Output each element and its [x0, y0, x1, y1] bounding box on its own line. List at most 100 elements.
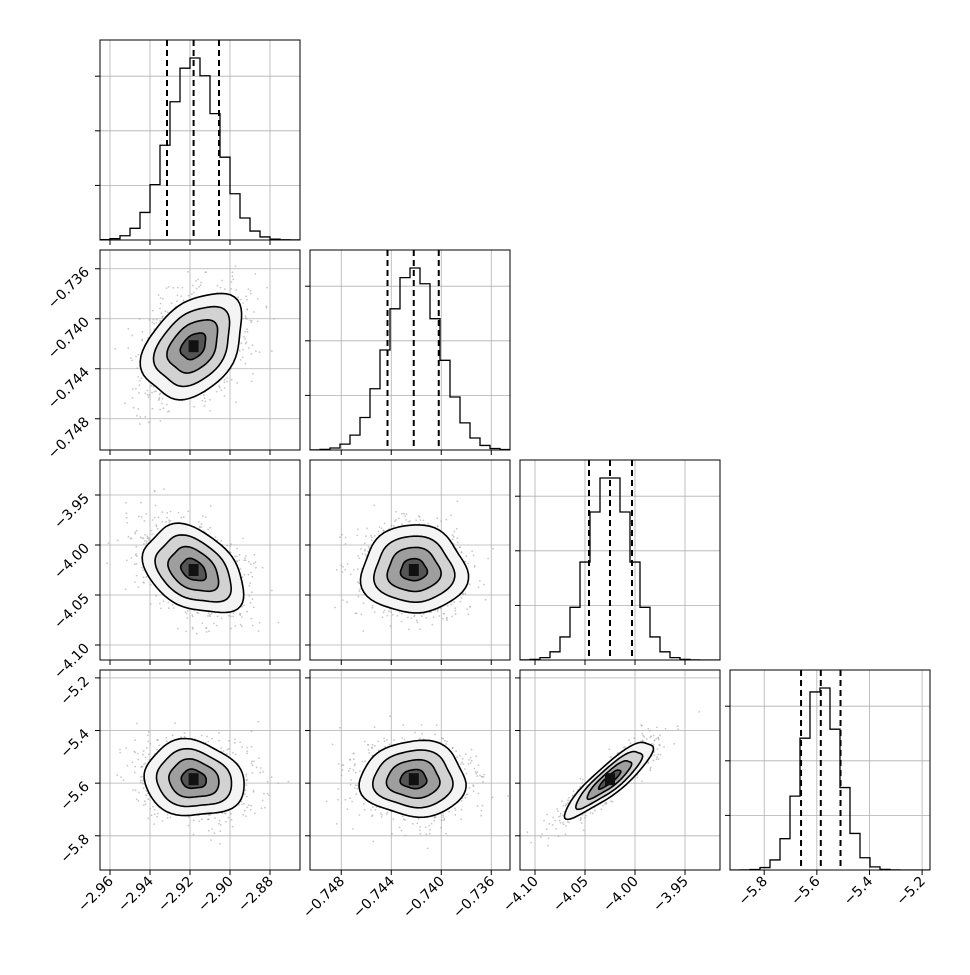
contour-line: [358, 739, 467, 819]
sample-point: [393, 525, 395, 527]
sample-point: [204, 516, 207, 518]
sample-point: [439, 607, 442, 610]
sample-point: [640, 724, 643, 727]
sample-point: [159, 297, 162, 299]
sample-point: [270, 776, 273, 778]
sample-point: [227, 614, 230, 617]
sample-point: [434, 816, 437, 819]
sample-point: [191, 293, 193, 296]
sample-point: [358, 590, 361, 593]
sample-point: [200, 526, 203, 529]
sample-point: [402, 818, 405, 821]
sample-point: [401, 737, 404, 739]
sample-point: [226, 748, 229, 751]
sample-point: [341, 769, 344, 772]
sample-point: [568, 796, 570, 799]
sample-point: [243, 604, 246, 607]
sample-point: [362, 630, 365, 632]
sample-point: [146, 535, 149, 538]
sample-point: [208, 630, 210, 633]
sample-point: [467, 613, 470, 616]
sample-point: [235, 555, 238, 558]
contour-line: [399, 768, 428, 790]
sample-point: [248, 595, 251, 597]
sample-point: [116, 774, 119, 777]
sample-point: [209, 398, 212, 401]
sample-point: [199, 284, 202, 286]
sample-point: [238, 554, 241, 556]
sample-point: [165, 403, 168, 406]
sample-point: [483, 583, 485, 586]
sample-point: [230, 627, 232, 630]
sample-point: [153, 808, 156, 811]
contour-line: [574, 750, 644, 811]
x-tick-label: −0.736: [450, 873, 498, 921]
sample-point: [358, 582, 361, 585]
sample-point: [454, 607, 457, 610]
sample-point: [227, 816, 230, 819]
sample-point: [250, 380, 253, 383]
sample-point: [409, 520, 411, 523]
sample-point: [370, 815, 373, 818]
sample-point: [153, 823, 156, 825]
sample-point: [200, 281, 203, 284]
sample-point: [562, 814, 565, 817]
sample-point: [134, 532, 136, 535]
sample-point: [144, 756, 147, 759]
sample-point: [352, 569, 355, 571]
sample-point: [240, 625, 243, 628]
sample-point: [230, 281, 233, 283]
sample-point: [145, 794, 148, 797]
sample-point: [145, 575, 148, 578]
sample-point: [558, 815, 560, 818]
x-tick-label: −5.6: [788, 873, 823, 908]
x-tick-label: −4.05: [550, 874, 592, 916]
sample-point: [245, 555, 247, 557]
sample-point: [446, 616, 448, 619]
x-tick-label: −4.00: [600, 874, 642, 916]
sample-point: [362, 602, 365, 604]
sample-point: [437, 608, 439, 611]
sample-point: [562, 805, 565, 807]
sample-point: [135, 545, 138, 548]
sample-point: [460, 800, 463, 802]
sample-point: [124, 588, 127, 591]
sample-point: [367, 744, 369, 746]
sample-point: [153, 516, 156, 519]
sample-point: [228, 739, 231, 742]
sample-point: [547, 837, 550, 840]
sample-point: [353, 764, 356, 767]
sample-point: [200, 523, 203, 526]
sample-point: [198, 820, 201, 823]
contour-line: [155, 747, 233, 808]
contour-line: [371, 749, 454, 809]
sample-point: [226, 377, 229, 379]
sample-point: [257, 720, 260, 723]
sample-point: [158, 744, 161, 747]
sample-point: [455, 750, 457, 753]
sample-point: [261, 799, 264, 802]
sample-point: [137, 353, 140, 356]
sample-point: [182, 516, 185, 518]
sample-point: [156, 812, 159, 815]
sample-point: [135, 387, 137, 390]
sample-point: [466, 608, 468, 610]
sample-point: [367, 545, 370, 548]
sample-point: [426, 847, 429, 850]
sample-point: [471, 550, 473, 552]
sample-point: [352, 758, 355, 761]
sample-point: [162, 488, 165, 490]
sample-point: [446, 619, 448, 622]
sample-point: [561, 800, 563, 803]
sample-point: [225, 820, 227, 823]
sample-point: [191, 615, 194, 618]
sample-point: [207, 829, 210, 832]
sample-point: [219, 830, 222, 832]
sample-point: [180, 736, 183, 739]
sample-point: [242, 348, 244, 351]
sample-point: [325, 800, 328, 803]
sample-point: [349, 783, 352, 786]
sample-point: [386, 738, 388, 741]
sample-point: [180, 516, 183, 519]
panel-frame: [519, 669, 721, 871]
